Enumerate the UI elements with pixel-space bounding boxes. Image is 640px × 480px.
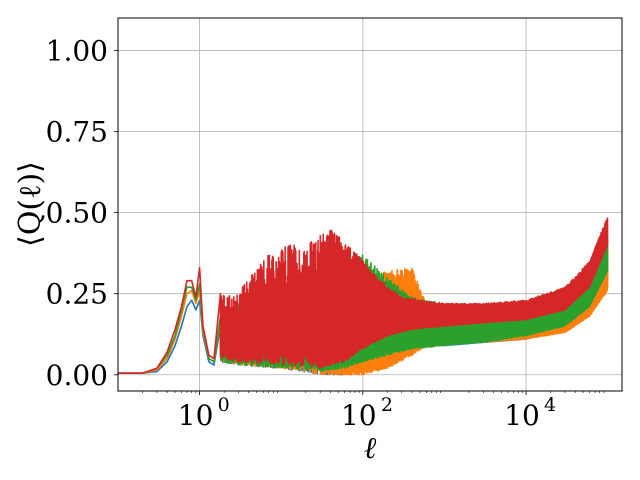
x-tick-exponent: 2 (381, 394, 393, 416)
x-tick-label: 10 (178, 399, 214, 432)
y-tick-label: 0.75 (46, 116, 108, 149)
x-tick-exponent: 0 (218, 394, 230, 416)
x-axis-ticks: 10 0 10 2 10 4 (142, 391, 605, 432)
series-layer (118, 217, 609, 376)
y-axis-label: ⟨Q(ℓ)⟩ (13, 161, 48, 247)
y-axis-ticks: 0.00 0.25 0.50 0.75 1.00 (46, 34, 118, 392)
plot-frame (117, 17, 623, 392)
x-tick-label: 10 (504, 399, 540, 432)
x-tick-label: 10 (341, 399, 377, 432)
series-line-4 (118, 217, 609, 374)
y-tick-label: 0.00 (46, 359, 108, 392)
x-tick-exponent: 4 (544, 394, 556, 416)
y-tick-label: 0.25 (46, 278, 108, 311)
x-axis-label: ℓ (364, 431, 377, 466)
y-tick-label: 0.50 (46, 197, 108, 230)
y-tick-label: 1.00 (46, 34, 108, 67)
